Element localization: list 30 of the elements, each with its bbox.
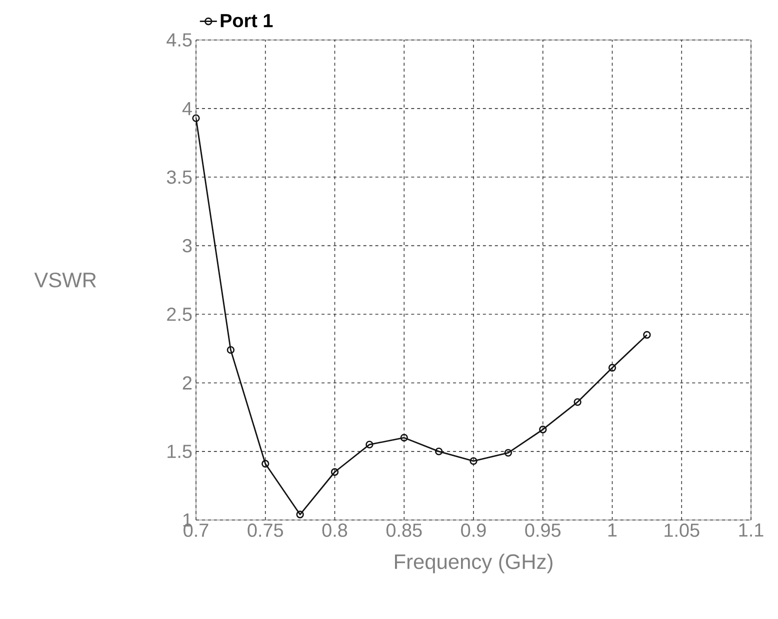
- point: [539, 426, 547, 434]
- x-tick-label: 0.9: [461, 524, 486, 537]
- point: [470, 457, 478, 465]
- y-tick-label: 3.5: [166, 170, 192, 184]
- x-tick-label: 0.95: [525, 524, 561, 537]
- x-tick-label: 0.75: [248, 524, 283, 537]
- point: [296, 510, 304, 518]
- point: [504, 448, 512, 457]
- x-tick-label: 0.8: [322, 524, 348, 537]
- point: [434, 448, 443, 456]
- x-tick-label: 0.85: [386, 524, 422, 537]
- point: [608, 364, 616, 372]
- x-axis-title: Frequency (GHz): [395, 554, 552, 574]
- point: [330, 468, 339, 476]
- point: [226, 346, 235, 354]
- point: [574, 398, 582, 406]
- y-tick-label: 4.5: [166, 33, 192, 47]
- x-tick-label: 1.05: [664, 524, 700, 537]
- y-tick-label: 2.5: [167, 308, 192, 321]
- y-tick-label: 1.5: [168, 444, 192, 458]
- point: [262, 460, 270, 468]
- y-tick-label: 2: [182, 376, 192, 390]
- x-tick-label: 1: [608, 524, 617, 537]
- x-tick-label: 1.1: [739, 524, 764, 537]
- point: [366, 440, 374, 448]
- y-tick-label: 3: [182, 239, 192, 252]
- y-tick-label: 4: [182, 102, 192, 116]
- legend-label: Port 1: [220, 14, 273, 28]
- point: [400, 434, 408, 442]
- y-axis-title: VSWR: [34, 272, 96, 288]
